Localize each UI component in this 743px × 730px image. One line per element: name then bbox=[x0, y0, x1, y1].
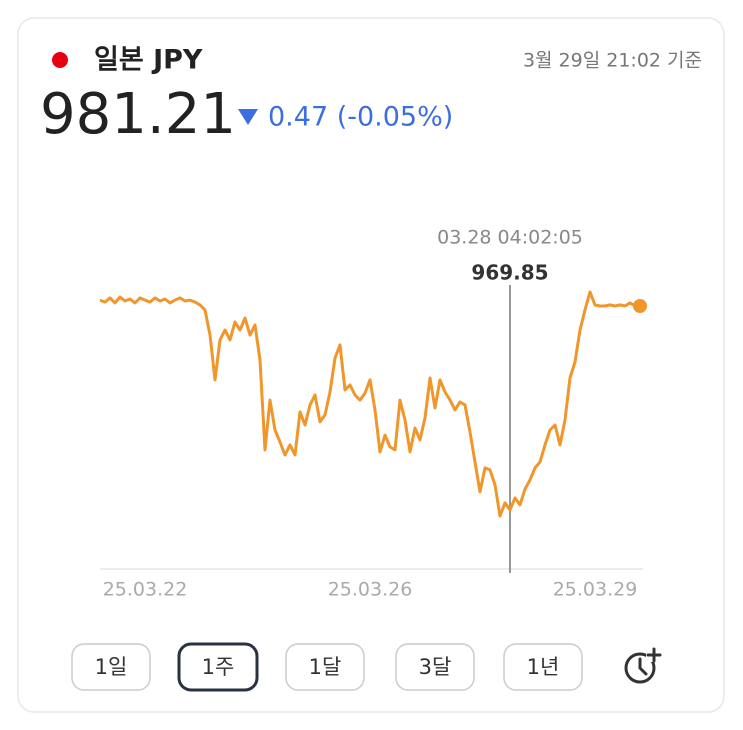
plot: 25.03.22 25.03.26 25.03.29 03.28 04:02:05 96… bbox=[99, 227, 647, 601]
flag bbox=[52, 52, 68, 68]
range-button-label[interactable]: 1달 bbox=[309, 655, 342, 679]
range-button[interactable] bbox=[395, 643, 475, 691]
range-button[interactable] bbox=[71, 643, 151, 691]
last-point bbox=[633, 299, 647, 313]
crosshair-value: 969.85 bbox=[471, 261, 548, 285]
history-icon[interactable] bbox=[624, 646, 662, 684]
timestamp: 3월 29일 21:02 기준 bbox=[523, 50, 702, 72]
down-arrow bbox=[238, 109, 258, 125]
x-tick-label: 25.03.22 bbox=[103, 579, 188, 601]
range-button-label[interactable]: 1일 bbox=[95, 655, 128, 679]
change: 0.47 (-0.05%) bbox=[268, 102, 453, 133]
range-button[interactable] bbox=[177, 642, 259, 692]
x-tick-label: 25.03.26 bbox=[328, 579, 413, 601]
currency-name: 일본 JPY bbox=[94, 45, 203, 76]
range-button[interactable] bbox=[503, 643, 583, 691]
crosshair-time: 03.28 04:02:05 bbox=[437, 227, 583, 249]
x-tick-label: 25.03.29 bbox=[553, 579, 638, 601]
range-button[interactable] bbox=[285, 643, 365, 691]
range-button-label[interactable]: 1년 bbox=[527, 655, 560, 679]
range-button-label[interactable]: 1주 bbox=[202, 655, 235, 679]
range-button-label[interactable]: 3달 bbox=[419, 655, 452, 679]
card bbox=[17, 17, 725, 713]
range-buttons: 1일 1주 1달 3달 1년 bbox=[71, 642, 583, 692]
price-line bbox=[99, 290, 640, 518]
price: 981.21 bbox=[40, 82, 236, 147]
